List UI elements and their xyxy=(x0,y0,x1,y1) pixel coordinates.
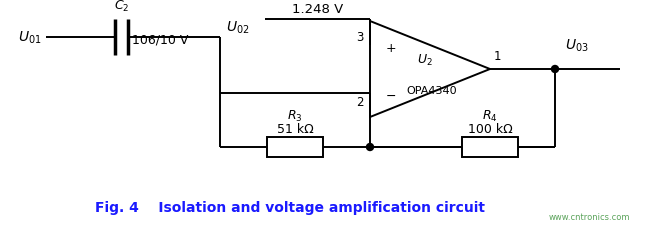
Text: $U_{02}$: $U_{02}$ xyxy=(226,19,249,36)
Text: $U_{01}$: $U_{01}$ xyxy=(18,30,42,46)
Text: $R_3$: $R_3$ xyxy=(287,108,303,123)
Bar xyxy=(267,137,323,157)
Text: 51 kΩ: 51 kΩ xyxy=(277,123,313,135)
Text: $U_{03}$: $U_{03}$ xyxy=(565,37,589,54)
Text: Fig. 4    Isolation and voltage amplification circuit: Fig. 4 Isolation and voltage amplificati… xyxy=(95,200,485,214)
Text: −: − xyxy=(386,89,396,102)
Text: 1: 1 xyxy=(494,49,502,62)
Text: $U_2$: $U_2$ xyxy=(417,52,433,67)
Text: 1.248 V: 1.248 V xyxy=(292,3,343,16)
Text: 2: 2 xyxy=(357,95,364,109)
Text: 106/10 V: 106/10 V xyxy=(132,33,188,46)
Text: OPA4340: OPA4340 xyxy=(407,86,457,95)
Circle shape xyxy=(552,66,558,73)
Text: www.cntronics.com: www.cntronics.com xyxy=(549,213,630,221)
Text: $R_4$: $R_4$ xyxy=(482,108,498,123)
Text: +: + xyxy=(386,41,396,54)
Text: 100 kΩ: 100 kΩ xyxy=(468,123,513,135)
Bar xyxy=(462,137,518,157)
Circle shape xyxy=(366,144,374,151)
Text: $C_2$: $C_2$ xyxy=(114,0,129,14)
Text: 3: 3 xyxy=(357,31,364,44)
